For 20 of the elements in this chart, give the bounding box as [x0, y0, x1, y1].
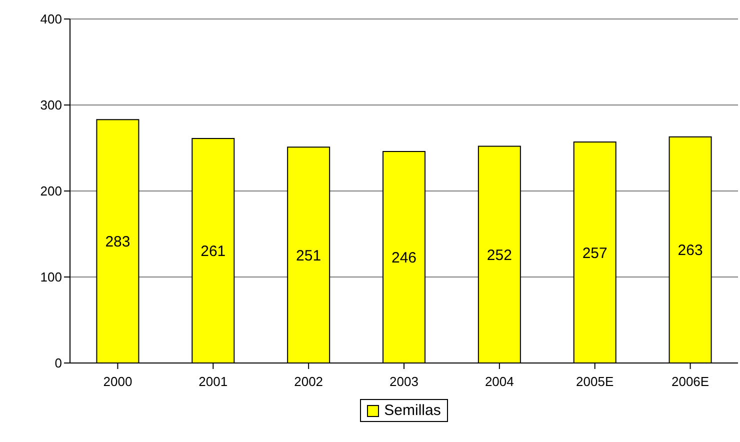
data-label: 261: [200, 243, 226, 260]
x-tick-label: 2001: [198, 374, 228, 390]
data-label: 252: [486, 246, 512, 264]
x-tick-label: 2004: [484, 374, 514, 390]
x-tick-label: 2000: [103, 374, 132, 390]
x-tick-label: 2006E: [671, 374, 710, 390]
x-tick-label: 2005E: [576, 374, 614, 390]
x-tick-label: 2003: [390, 374, 418, 390]
data-label: 283: [105, 234, 130, 251]
y-tick-label: 300: [40, 98, 62, 113]
data-label: 246: [391, 250, 417, 267]
data-label: 257: [582, 244, 608, 262]
data-label: 251: [296, 247, 322, 264]
legend-label: Semillas: [383, 402, 441, 419]
y-tick-label: 200: [40, 184, 62, 199]
y-tick-label: 0: [54, 356, 62, 371]
data-label: 263: [678, 242, 703, 260]
y-tick-label: 400: [40, 12, 62, 27]
y-tick-label: 100: [40, 270, 62, 285]
x-tick-label: 2002: [294, 374, 324, 390]
